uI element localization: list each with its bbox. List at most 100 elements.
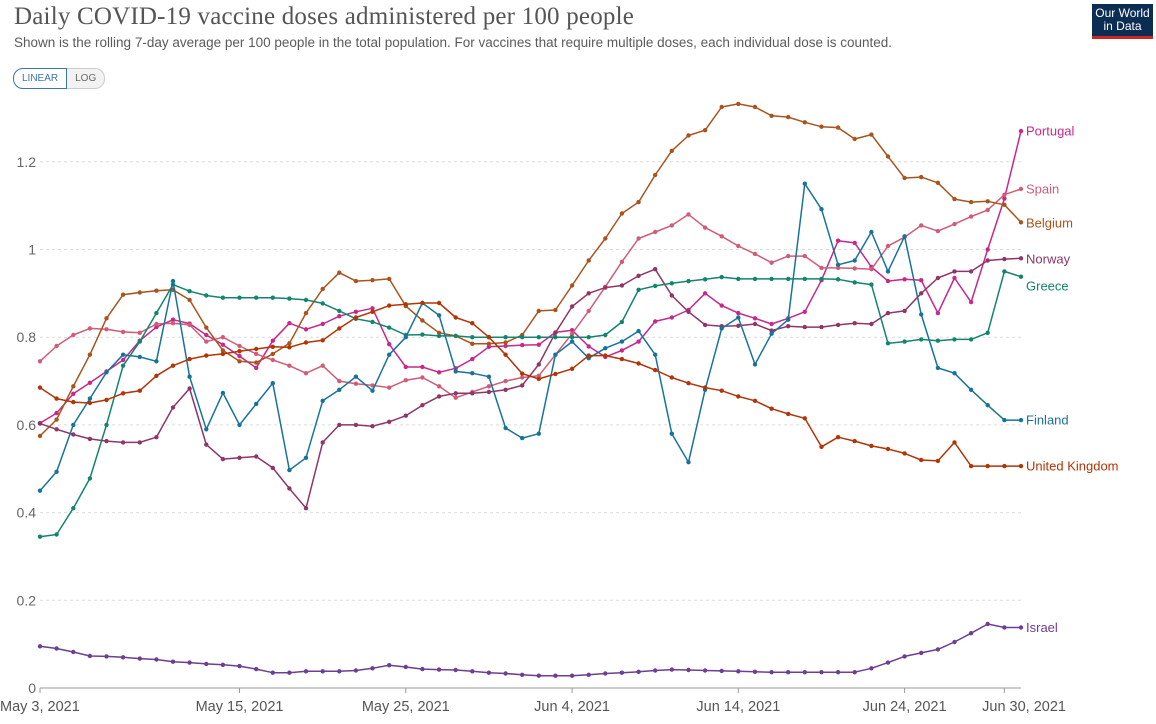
y-tick-label: 0	[28, 680, 36, 696]
data-point-united-kingdom	[503, 352, 508, 357]
data-point-israel	[553, 673, 558, 678]
data-point-portugal	[769, 321, 774, 327]
data-point-belgium	[719, 104, 724, 110]
data-point-belgium	[37, 433, 43, 439]
data-point-finland	[819, 207, 824, 212]
data-point-greece	[104, 422, 109, 428]
data-point-portugal	[586, 344, 591, 349]
data-point-greece	[387, 325, 392, 330]
data-point-portugal	[254, 365, 259, 371]
data-point-israel	[536, 673, 541, 678]
data-point-belgium	[287, 341, 292, 346]
data-point-norway	[586, 291, 591, 296]
logo-accent-bar	[1092, 36, 1153, 39]
data-point-portugal	[520, 342, 525, 348]
data-point-united-kingdom	[137, 388, 142, 393]
data-point-belgium	[87, 352, 93, 357]
data-point-portugal	[902, 277, 907, 282]
data-point-portugal	[370, 306, 375, 311]
data-point-portugal	[1018, 128, 1024, 134]
data-point-belgium	[736, 101, 741, 107]
data-point-spain	[1018, 186, 1024, 192]
data-point-belgium	[619, 211, 625, 216]
data-point-israel	[736, 669, 741, 674]
data-point-norway	[702, 322, 708, 328]
data-point-belgium	[869, 132, 874, 137]
logo-line2: in Data	[1103, 19, 1142, 33]
data-point-united-kingdom	[686, 381, 691, 386]
data-point-finland	[902, 234, 907, 239]
data-point-israel	[835, 670, 841, 675]
data-point-spain	[769, 260, 774, 265]
data-point-norway	[553, 330, 558, 335]
data-point-belgium	[553, 307, 558, 313]
data-point-norway	[337, 422, 342, 428]
data-point-norway	[403, 413, 408, 418]
data-point-spain	[569, 331, 575, 336]
log-scale-button[interactable]: LOG	[67, 68, 106, 89]
data-point-norway	[503, 387, 508, 392]
data-point-finland	[254, 401, 259, 407]
data-point-portugal	[852, 240, 857, 246]
data-point-spain	[486, 384, 492, 389]
data-point-spain	[353, 381, 359, 386]
data-point-greece	[453, 333, 458, 339]
data-point-greece	[303, 297, 309, 303]
data-point-norway	[353, 422, 359, 428]
data-point-finland	[453, 369, 458, 374]
data-point-greece	[736, 276, 741, 282]
data-point-greece	[653, 283, 658, 289]
data-point-belgium	[237, 359, 242, 364]
data-point-spain	[387, 385, 392, 390]
owid-logo[interactable]: Our World in Data	[1092, 4, 1153, 39]
data-point-greece	[586, 335, 591, 340]
data-point-united-kingdom	[303, 340, 309, 345]
series-label-portugal: Portugal	[1026, 124, 1075, 139]
data-point-greece	[137, 339, 142, 344]
data-point-united-kingdom	[885, 446, 891, 452]
data-point-portugal	[71, 391, 76, 396]
data-point-spain	[270, 357, 275, 363]
x-tick-label: Jun 4, 2021	[534, 699, 610, 715]
data-point-greece	[885, 341, 891, 346]
data-point-belgium	[220, 348, 226, 353]
data-point-spain	[403, 378, 408, 383]
data-point-greece	[686, 278, 691, 284]
data-point-spain	[919, 223, 924, 228]
data-point-greece	[187, 289, 192, 294]
linear-scale-button[interactable]: LINEAR	[13, 68, 68, 89]
data-point-spain	[935, 228, 941, 234]
data-point-united-kingdom	[786, 411, 791, 417]
data-point-israel	[619, 670, 625, 675]
data-point-norway	[520, 383, 525, 388]
series-line-portugal	[39, 130, 1022, 424]
data-point-israel	[303, 669, 309, 674]
data-point-spain	[370, 383, 375, 388]
data-point-spain	[436, 384, 442, 389]
data-point-belgium	[1018, 220, 1024, 225]
series-label-finland: Finland	[1026, 413, 1069, 428]
data-point-finland	[403, 335, 408, 340]
data-point-belgium	[387, 276, 392, 282]
data-point-portugal	[436, 370, 442, 375]
data-point-spain	[968, 214, 974, 219]
data-point-spain	[187, 322, 192, 328]
data-point-greece	[37, 534, 43, 539]
data-point-united-kingdom	[470, 321, 475, 326]
y-tick-label: 0.6	[17, 417, 37, 433]
data-point-israel	[220, 662, 226, 667]
data-point-israel	[885, 660, 891, 665]
data-point-belgium	[968, 199, 974, 205]
data-point-greece	[71, 506, 76, 511]
data-point-finland	[187, 374, 192, 379]
data-point-united-kingdom	[287, 345, 292, 350]
data-point-norway	[320, 440, 325, 445]
data-point-spain	[37, 359, 43, 364]
data-point-belgium	[686, 133, 691, 138]
data-point-norway	[902, 308, 907, 314]
data-point-norway	[220, 456, 226, 462]
data-point-israel	[968, 631, 974, 636]
y-tick-label: 0.4	[17, 505, 37, 521]
data-point-united-kingdom	[420, 300, 425, 306]
data-point-united-kingdom	[919, 457, 924, 463]
